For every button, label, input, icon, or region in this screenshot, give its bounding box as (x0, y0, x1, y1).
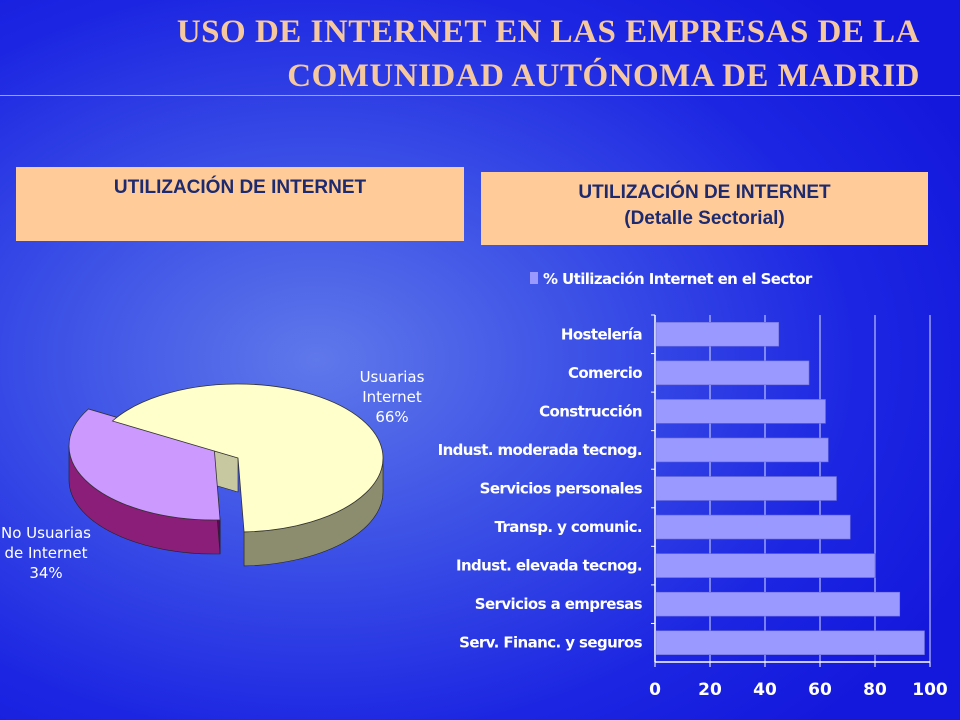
bar (655, 437, 829, 463)
legend-swatch (530, 272, 538, 284)
legend-label: % Utilización Internet en el Sector (543, 270, 813, 288)
pie-chart (68, 383, 384, 567)
bar (655, 553, 876, 578)
x-tick-label: 20 (698, 680, 722, 700)
x-tick-label: 0 (649, 680, 661, 700)
category-label: Transp. y comunic. (495, 518, 642, 536)
category-label: Construcción (539, 402, 642, 420)
pie-label-no-usuarias-line-1: No Usuarias (1, 524, 91, 542)
pie-label-no-usuarias-pct: 34% (29, 564, 62, 582)
category-label: Indust. moderada tecnog. (438, 441, 642, 459)
bar (655, 399, 826, 424)
title-line-2: COMUNIDAD AUTÓNOMA DE MADRID (287, 58, 920, 94)
pie-label-usuarias-pct: 66% (375, 408, 408, 426)
slide-title: USO DE INTERNET EN LAS EMPRESAS DE LA CO… (60, 10, 920, 98)
category-label: Comercio (568, 364, 642, 382)
title-line-1: USO DE INTERNET EN LAS EMPRESAS DE LA (176, 14, 920, 50)
bar-panel-heading: UTILIZACIÓN DE INTERNET (Detalle Sectori… (481, 172, 928, 245)
category-label: Indust. elevada tecnog. (456, 557, 642, 575)
bar (655, 630, 925, 655)
bar (655, 591, 901, 617)
x-tick-label: 40 (753, 680, 777, 700)
pie-slice-usuarias (111, 383, 384, 533)
bar (655, 476, 837, 501)
pie-label-usuarias-line-1: Usuarias (360, 368, 425, 386)
pie-panel-heading-text: UTILIZACIÓN DE INTERNET (113, 177, 367, 198)
x-tick-label: 100 (912, 680, 948, 700)
x-tick-label: 80 (863, 680, 887, 700)
bar (655, 514, 851, 540)
category-label: Hostelería (561, 325, 642, 343)
bar-panel-heading-line-1: UTILIZACIÓN DE INTERNET (578, 182, 831, 203)
category-label: Servicios a empresas (475, 595, 643, 613)
x-tick-label: 60 (808, 680, 832, 700)
category-label: Servicios personales (480, 480, 643, 498)
pie-label-no-usuarias-line-2: de Internet (4, 544, 87, 562)
category-label: Serv. Financ. y seguros (459, 634, 643, 652)
bar (655, 360, 810, 386)
title-divider (0, 95, 960, 96)
pie-panel-heading: UTILIZACIÓN DE INTERNET (16, 167, 464, 241)
pie-label-usuarias-line-2: Internet (362, 388, 422, 406)
bar-panel-heading-line-2: (Detalle Sectorial) (624, 208, 785, 229)
bar (655, 322, 780, 347)
bar-chart: Hostelería Comercio Construcción Indust. mo… (438, 314, 948, 700)
